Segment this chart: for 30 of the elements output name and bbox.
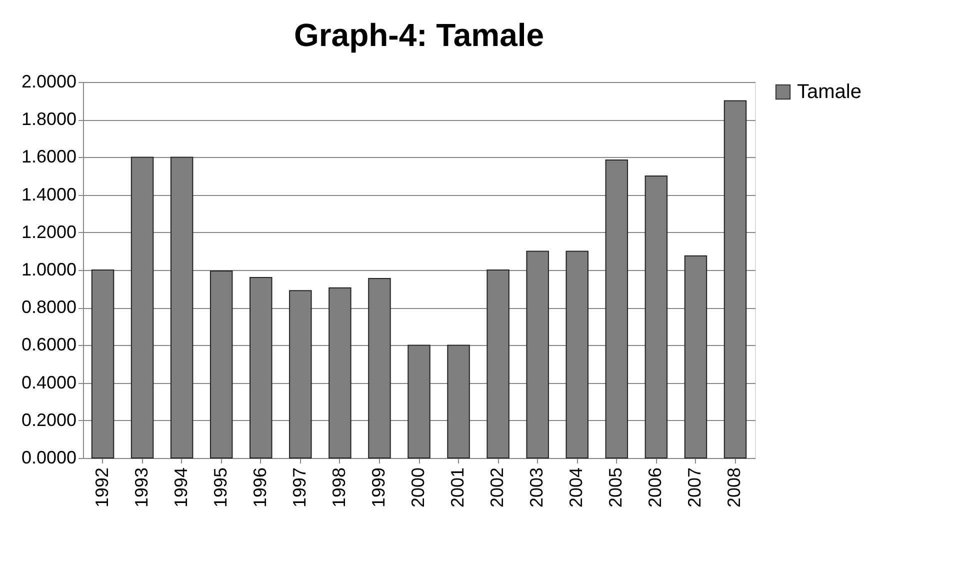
y-tick-label: 0.0000 [21,448,76,468]
x-tick-label: 1998 [328,468,349,508]
y-tick-label: 0.6000 [21,334,76,355]
x-tick-label: 1996 [250,468,270,508]
x-tick-label: 2000 [408,468,428,508]
y-tick-label: 1.0000 [21,260,76,280]
x-tick-label: 2007 [684,468,705,508]
x-tick-label: 1999 [368,468,388,508]
x-tick-label: 2001 [448,468,468,508]
y-tick-label: 1.2000 [21,222,76,242]
y-tick-label: 2.0000 [21,72,76,92]
chart-title: Graph-4: Tamale [294,17,544,53]
legend-label: Tamale [797,81,862,103]
x-tick-label: 2006 [645,468,666,508]
x-tick-label: 2004 [566,468,586,508]
x-tick-label: 1994 [170,468,191,508]
x-tick-label: 1993 [131,468,152,508]
x-tick-label: 1995 [210,468,230,508]
y-tick-label: 1.6000 [21,146,76,167]
y-tick-label: 0.2000 [21,410,76,430]
y-tick-label: 0.4000 [21,372,76,392]
x-tick-label: 2008 [724,468,744,508]
x-tick-label: 1992 [92,468,112,508]
x-tick-label: 2003 [526,468,547,508]
y-tick-label: 0.8000 [21,297,76,318]
x-tick-label: 2005 [606,468,626,508]
x-tick-label: 2002 [487,468,508,508]
x-tick-label: 1997 [289,468,310,508]
y-tick-label: 1.4000 [21,184,76,204]
y-tick-label: 1.8000 [21,109,76,130]
